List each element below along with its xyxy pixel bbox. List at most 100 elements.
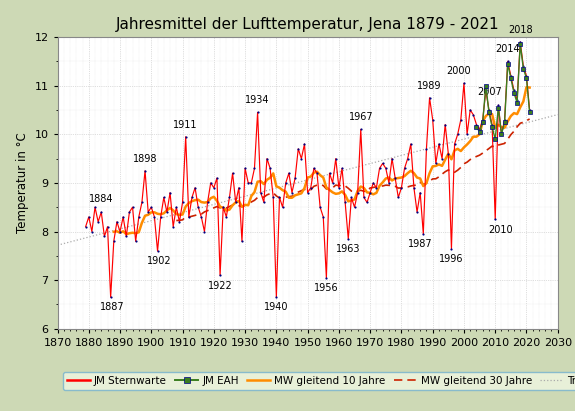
Text: 2000: 2000 — [446, 66, 471, 76]
Point — [140, 167, 150, 174]
Point — [481, 87, 490, 94]
Point — [312, 170, 321, 176]
Point — [344, 236, 353, 242]
Title: Jahresmittel der Lufttemperatur, Jena 1879 - 2021: Jahresmittel der Lufttemperatur, Jena 18… — [116, 17, 500, 32]
Point — [81, 224, 90, 230]
Point — [272, 294, 281, 300]
Point — [519, 63, 528, 69]
Point — [325, 170, 334, 176]
Legend: JM Sternwarte, JM EAH, MW gleitend 10 Jahre, MW gleitend 30 Jahre, Trendlinie: JM Sternwarte, JM EAH, MW gleitend 10 Ja… — [63, 372, 575, 390]
Point — [444, 150, 453, 157]
Point — [203, 199, 212, 206]
Point — [144, 209, 153, 215]
Point — [153, 248, 162, 254]
Point — [400, 165, 409, 172]
Point — [97, 209, 106, 215]
Point — [90, 204, 99, 210]
Point — [284, 170, 293, 176]
Point — [503, 58, 512, 65]
Point — [506, 73, 515, 79]
Point — [347, 194, 356, 201]
Point — [187, 194, 197, 201]
Point — [497, 131, 506, 138]
Point — [181, 134, 190, 140]
Text: 1934: 1934 — [246, 95, 270, 106]
Point — [438, 155, 447, 162]
Y-axis label: Temperatur in °C: Temperatur in °C — [16, 132, 29, 233]
Point — [194, 204, 203, 210]
Text: 1902: 1902 — [147, 256, 171, 266]
Point — [425, 95, 434, 101]
Point — [206, 180, 215, 186]
Point — [294, 145, 303, 152]
Point — [447, 245, 456, 252]
Point — [84, 214, 93, 220]
Point — [288, 189, 297, 196]
Point — [309, 165, 319, 172]
Point — [269, 194, 278, 201]
Point — [484, 107, 493, 113]
Point — [281, 180, 290, 186]
Point — [275, 194, 284, 201]
Point — [122, 233, 131, 240]
Point — [450, 141, 459, 147]
Point — [512, 97, 522, 104]
Text: 1922: 1922 — [208, 281, 232, 291]
Point — [412, 209, 421, 215]
Point — [490, 216, 500, 223]
Point — [103, 224, 112, 230]
Text: 1989: 1989 — [417, 81, 442, 91]
Point — [466, 107, 475, 113]
Point — [253, 109, 262, 115]
Point — [168, 224, 178, 230]
Point — [106, 294, 115, 300]
Point — [303, 189, 312, 196]
Point — [109, 238, 118, 245]
Point — [125, 209, 134, 215]
Point — [100, 233, 109, 240]
Text: 1963: 1963 — [336, 244, 361, 254]
Point — [256, 189, 265, 196]
Point — [338, 165, 347, 172]
Point — [297, 155, 306, 162]
Point — [300, 141, 309, 147]
Point — [431, 160, 440, 167]
Point — [222, 214, 231, 220]
Point — [231, 199, 240, 206]
Text: 1884: 1884 — [89, 194, 113, 204]
Point — [428, 116, 438, 123]
Point — [225, 194, 234, 201]
Point — [459, 80, 469, 86]
Point — [328, 180, 338, 186]
Point — [197, 214, 206, 220]
Point — [356, 126, 365, 133]
Point — [456, 116, 465, 123]
Point — [509, 87, 519, 94]
Point — [147, 204, 156, 210]
Point — [131, 238, 140, 245]
Point — [237, 238, 247, 245]
Point — [234, 185, 243, 191]
Point — [331, 155, 340, 162]
Point — [350, 204, 359, 210]
Point — [409, 185, 419, 191]
Point — [322, 275, 331, 281]
Point — [166, 189, 175, 196]
Point — [175, 219, 184, 225]
Point — [112, 219, 121, 225]
Point — [178, 199, 187, 206]
Point — [359, 194, 369, 201]
Point — [366, 189, 375, 196]
Point — [384, 180, 393, 186]
Point — [137, 199, 147, 206]
Point — [162, 209, 171, 215]
Point — [150, 214, 159, 220]
Point — [228, 170, 237, 176]
Point — [403, 155, 412, 162]
Point — [278, 204, 288, 210]
Point — [118, 214, 128, 220]
Point — [200, 228, 209, 235]
Point — [340, 199, 350, 206]
Point — [419, 231, 428, 237]
Text: 2018: 2018 — [508, 25, 532, 35]
